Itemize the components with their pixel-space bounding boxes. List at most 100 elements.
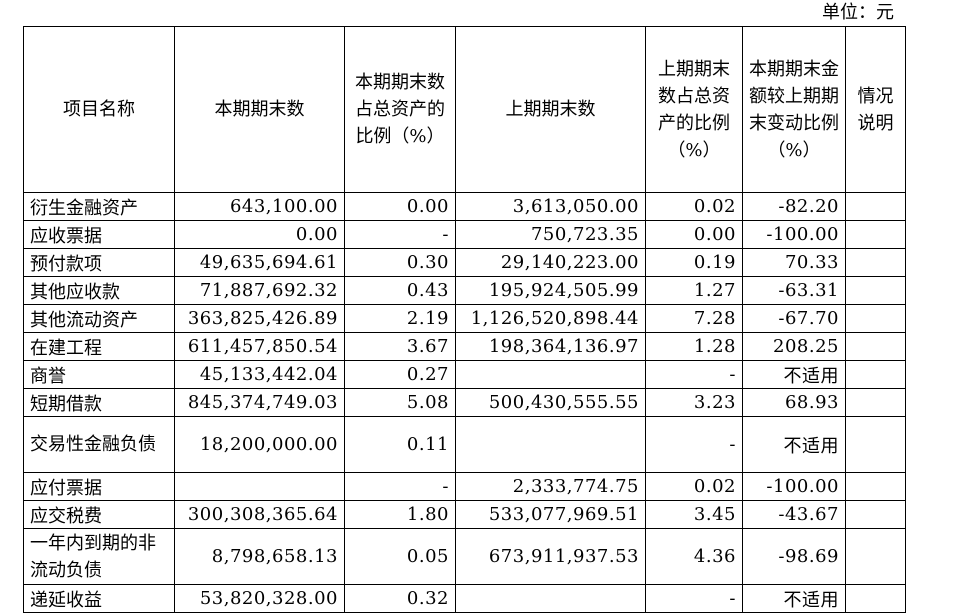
- header-row: 项目名称 本期期末数 本期期末数占总资产的比例（%） 上期期末数 上期期末数占总…: [23, 26, 906, 193]
- cell-previous-pct: 0.19: [645, 248, 743, 277]
- table-row: 递延收益 53,820,328.00 0.32 - 不适用: [23, 584, 906, 613]
- cell-note: [845, 360, 906, 389]
- cell-current-pct: -: [344, 472, 456, 501]
- cell-previous-amount: 3,613,050.00: [455, 192, 646, 221]
- cell-current-amount: 45,133,442.04: [174, 360, 345, 389]
- cell-current-amount: 611,457,850.54: [174, 332, 345, 361]
- cell-previous-amount: [455, 584, 646, 613]
- cell-current-amount: 363,825,426.89: [174, 304, 345, 333]
- cell-item-name: 预付款项: [23, 248, 175, 277]
- cell-current-pct: 0.11: [344, 416, 456, 473]
- cell-item-name: 应收票据: [23, 220, 175, 249]
- cell-previous-pct: 4.36: [645, 528, 743, 585]
- cell-previous-amount: 29,140,223.00: [455, 248, 646, 277]
- table-row: 交易性金融负债 18,200,000.00 0.11 - 不适用: [23, 416, 906, 473]
- cell-note: [845, 304, 906, 333]
- cell-previous-amount: 198,364,136.97: [455, 332, 646, 361]
- header-current-pct: 本期期末数占总资产的比例（%）: [344, 26, 456, 193]
- cell-previous-amount: 2,333,774.75: [455, 472, 646, 501]
- cell-previous-amount: 750,723.35: [455, 220, 646, 249]
- cell-change-pct: 68.93: [742, 388, 846, 417]
- table-row: 预付款项 49,635,694.61 0.30 29,140,223.00 0.19 70…: [23, 248, 906, 277]
- cell-change-pct: 不适用: [742, 584, 846, 613]
- cell-change-pct: -43.67: [742, 500, 846, 529]
- cell-item-name: 衍生金融资产: [23, 192, 175, 221]
- cell-current-amount: [174, 472, 345, 501]
- cell-current-pct: 0.30: [344, 248, 456, 277]
- cell-note: [845, 388, 906, 417]
- table-row: 商誉 45,133,442.04 0.27 - 不适用: [23, 360, 906, 389]
- cell-current-pct: 0.27: [344, 360, 456, 389]
- cell-item-name: 应付票据: [23, 472, 175, 501]
- cell-item-name: 交易性金融负债: [23, 416, 175, 473]
- cell-previous-amount: 195,924,505.99: [455, 276, 646, 305]
- header-change-pct: 本期期末金额较上期期末变动比例（%）: [742, 26, 846, 193]
- cell-previous-pct: 3.23: [645, 388, 743, 417]
- table-row: 应付票据 -2,333,774.75 0.02 -100.00: [23, 472, 906, 501]
- header-note: 情况说明: [845, 26, 906, 193]
- cell-change-pct: -100.00: [742, 472, 846, 501]
- cell-current-pct: 3.67: [344, 332, 456, 361]
- cell-current-amount: 49,635,694.61: [174, 248, 345, 277]
- table-row: 短期借款 845,374,749.03 5.08 500,430,555.55 3.23…: [23, 388, 906, 417]
- cell-current-amount: 643,100.00: [174, 192, 345, 221]
- cell-change-pct: 不适用: [742, 416, 846, 473]
- cell-current-pct: 0.32: [344, 584, 456, 613]
- cell-previous-amount: [455, 416, 646, 473]
- cell-previous-pct: -: [645, 584, 743, 613]
- balance-sheet-change-table: 项目名称 本期期末数 本期期末数占总资产的比例（%） 上期期末数 上期期末数占总…: [23, 26, 906, 613]
- cell-item-name: 商誉: [23, 360, 175, 389]
- cell-change-pct: 不适用: [742, 360, 846, 389]
- cell-previous-amount: 673,911,937.53: [455, 528, 646, 585]
- cell-note: [845, 248, 906, 277]
- cell-current-amount: 845,374,749.03: [174, 388, 345, 417]
- cell-current-pct: 0.43: [344, 276, 456, 305]
- cell-current-pct: 0.05: [344, 528, 456, 585]
- cell-item-name: 短期借款: [23, 388, 175, 417]
- cell-previous-pct: 3.45: [645, 500, 743, 529]
- cell-previous-pct: -: [645, 416, 743, 473]
- cell-current-amount: 18,200,000.00: [174, 416, 345, 473]
- cell-previous-pct: 1.27: [645, 276, 743, 305]
- cell-item-name: 其他应收款: [23, 276, 175, 305]
- cell-note: [845, 192, 906, 221]
- cell-previous-pct: 0.02: [645, 192, 743, 221]
- cell-change-pct: -67.70: [742, 304, 846, 333]
- cell-change-pct: -98.69: [742, 528, 846, 585]
- cell-note: [845, 528, 906, 585]
- cell-note: [845, 220, 906, 249]
- cell-current-amount: 300,308,365.64: [174, 500, 345, 529]
- cell-note: [845, 584, 906, 613]
- cell-previous-amount: 500,430,555.55: [455, 388, 646, 417]
- cell-current-amount: 0.00: [174, 220, 345, 249]
- cell-current-pct: 2.19: [344, 304, 456, 333]
- cell-current-pct: 5.08: [344, 388, 456, 417]
- cell-change-pct: -100.00: [742, 220, 846, 249]
- cell-item-name: 在建工程: [23, 332, 175, 361]
- cell-current-amount: 71,887,692.32: [174, 276, 345, 305]
- cell-change-pct: -63.31: [742, 276, 846, 305]
- cell-note: [845, 472, 906, 501]
- table-row: 衍生金融资产 643,100.00 0.00 3,613,050.00 0.02 -82.…: [23, 192, 906, 221]
- header-current-amount: 本期期末数: [174, 26, 345, 193]
- table-row: 应收票据 0.00-750,723.35 0.00 -100.00: [23, 220, 906, 249]
- cell-previous-amount: 1,126,520,898.44: [455, 304, 646, 333]
- table-row: 一年内到期的非流动负债 8,798,658.13 0.05 673,911,937.5…: [23, 528, 906, 585]
- cell-note: [845, 416, 906, 473]
- cell-item-name: 一年内到期的非流动负债: [23, 528, 175, 585]
- cell-previous-pct: 0.02: [645, 472, 743, 501]
- table-row: 在建工程 611,457,850.54 3.67 198,364,136.97 1.28…: [23, 332, 906, 361]
- header-item-name: 项目名称: [23, 26, 175, 193]
- header-previous-pct: 上期期末数占总资产的比例（%）: [645, 26, 743, 193]
- cell-current-pct: 1.80: [344, 500, 456, 529]
- table-row: 其他流动资产 363,825,426.89 2.19 1,126,520,898.44…: [23, 304, 906, 333]
- cell-item-name: 递延收益: [23, 584, 175, 613]
- cell-previous-amount: [455, 360, 646, 389]
- cell-change-pct: -82.20: [742, 192, 846, 221]
- cell-note: [845, 332, 906, 361]
- cell-current-amount: 53,820,328.00: [174, 584, 345, 613]
- unit-label: 单位：元: [822, 2, 894, 23]
- table-row: 应交税费 300,308,365.64 1.80 533,077,969.51 3.45…: [23, 500, 906, 529]
- cell-previous-pct: 0.00: [645, 220, 743, 249]
- table-row: 其他应收款 71,887,692.32 0.43 195,924,505.99 1.27…: [23, 276, 906, 305]
